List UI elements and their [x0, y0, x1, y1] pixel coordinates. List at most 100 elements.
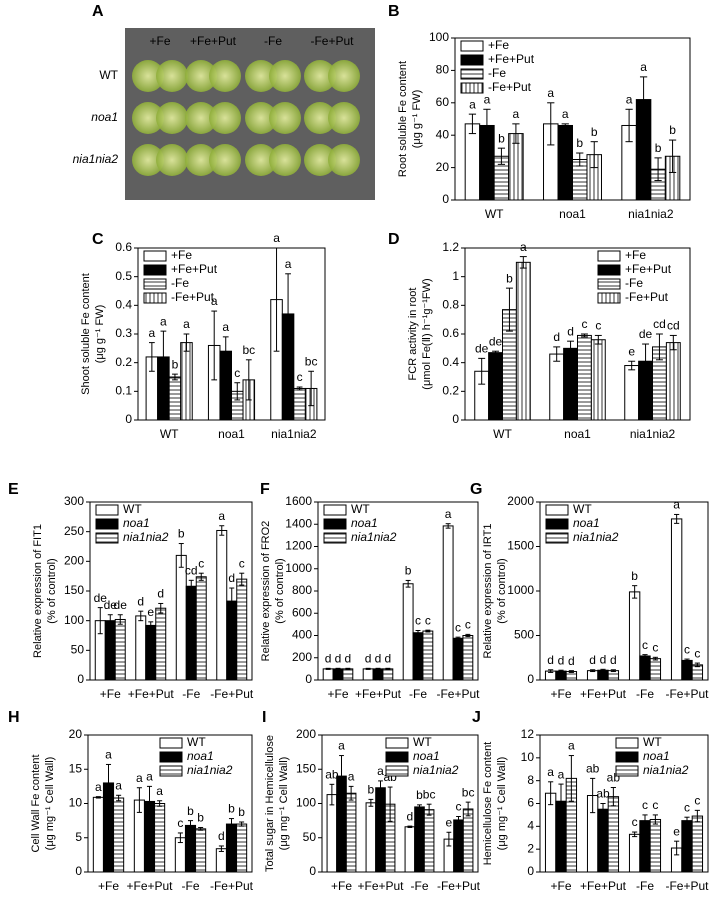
significance-letter: de [104, 598, 118, 612]
error-bar [245, 359, 252, 401]
panel-label: F [260, 481, 270, 498]
significance-letter: c [239, 556, 245, 570]
bar [404, 826, 416, 873]
bar [665, 342, 681, 421]
y-tick-label: 1000 [285, 561, 312, 575]
legend-swatch [95, 504, 119, 516]
error-bar [136, 787, 142, 813]
error-bar [655, 333, 663, 361]
significance-letter: cd [185, 563, 198, 577]
x-tick-label: -Fe+Put [210, 687, 254, 701]
significance-letter: b [655, 141, 662, 155]
y-tick-label: 0.3 [115, 326, 132, 340]
error-bar [138, 610, 144, 622]
significance-letter: a [160, 314, 167, 328]
error-bar [553, 346, 561, 362]
legend-swatch [460, 54, 484, 66]
y-tick-label: 1000 [507, 583, 534, 597]
error-bar [465, 801, 471, 817]
error-bar [483, 108, 491, 143]
legend-label: +Fe [625, 248, 646, 262]
bar [681, 659, 693, 681]
error-bar [519, 256, 527, 269]
legend-label: WT [351, 502, 370, 516]
error-bar [684, 658, 690, 663]
bar [180, 342, 193, 421]
significance-letter: c [425, 613, 431, 627]
significance-letter: d [218, 829, 225, 843]
significance-letter: b [178, 527, 185, 541]
y-axis-label: Total sugar in Hemicellulose [264, 735, 276, 872]
bar [462, 635, 474, 681]
error-bar [308, 370, 315, 407]
row-label: WT [99, 68, 118, 82]
y-tick-label: 8 [527, 773, 534, 787]
bar [624, 365, 640, 421]
x-tick-label: -Fe [636, 879, 654, 893]
chart: I 0 50 100 150 200 Total sugar in Hemicellulos… [262, 709, 481, 893]
y-tick-label: 0.1 [115, 384, 132, 398]
bar [135, 615, 147, 681]
legend-swatch [460, 68, 484, 80]
error-bar [218, 845, 224, 852]
significance-letter: a [520, 240, 527, 254]
error-bar [600, 803, 606, 816]
plot-frame [454, 37, 691, 201]
y-tick-label: 200 [296, 727, 316, 741]
bar [628, 591, 641, 681]
plant [304, 102, 336, 134]
plant [209, 144, 241, 176]
error-bar [558, 669, 564, 673]
error-bar [694, 662, 700, 668]
significance-letter: a [445, 507, 452, 521]
chart: E 0 50 100 150 200 250 300 Relative expression o… [8, 481, 254, 701]
legend-label: +Fe [488, 38, 509, 52]
x-tick-label: +Fe [331, 879, 352, 893]
significance-letter: d [558, 653, 565, 667]
error-bar [157, 800, 163, 807]
significance-letter: b [368, 783, 375, 797]
significance-letter: c [198, 556, 204, 570]
bar [113, 797, 125, 873]
y-tick-label: 1.2 [442, 240, 459, 254]
error-bar [95, 796, 101, 799]
significance-letter: d [385, 651, 392, 665]
error-bar [339, 755, 344, 798]
error-bar [478, 357, 486, 385]
y-tick-label: 0.2 [442, 384, 459, 398]
legend-swatch [143, 292, 167, 304]
error-bar [365, 667, 371, 670]
bar [216, 529, 228, 681]
bar [322, 668, 334, 681]
significance-letter: a [547, 765, 554, 779]
legend-swatch [323, 504, 347, 516]
significance-letter: de [639, 327, 653, 341]
error-bar [654, 157, 662, 182]
bar [453, 819, 464, 873]
legend-swatch [323, 518, 347, 530]
significance-letter: d [345, 651, 352, 665]
significance-letter: a [626, 92, 633, 106]
significance-letter: c [456, 800, 462, 814]
bar [557, 124, 574, 201]
significance-letter: e [628, 344, 635, 358]
legend-label: -Fe [625, 276, 643, 290]
significance-letter: c [642, 638, 648, 652]
significance-letter: ab [325, 767, 339, 781]
panel-label: G [470, 481, 482, 498]
error-bar [177, 832, 183, 844]
legend-swatch [545, 532, 569, 544]
panel-label: A [92, 3, 104, 20]
legend-label: +Fe+Put [488, 52, 535, 66]
significance-letter: c [455, 620, 461, 634]
y-tick-label: 0.2 [115, 355, 132, 369]
plant [132, 60, 164, 92]
error-bar [425, 629, 431, 633]
bar [681, 820, 693, 873]
chart: C 0 0.1 0.2 0.3 0.4 0.5 0.6 Shoot soluble Fe con… [80, 231, 326, 441]
x-tick-label: nia1nia2 [271, 427, 317, 441]
significance-letter: cd [667, 319, 680, 333]
y-tick-label: 300 [64, 494, 84, 508]
significance-letter: b [669, 123, 676, 137]
plant [132, 102, 164, 134]
